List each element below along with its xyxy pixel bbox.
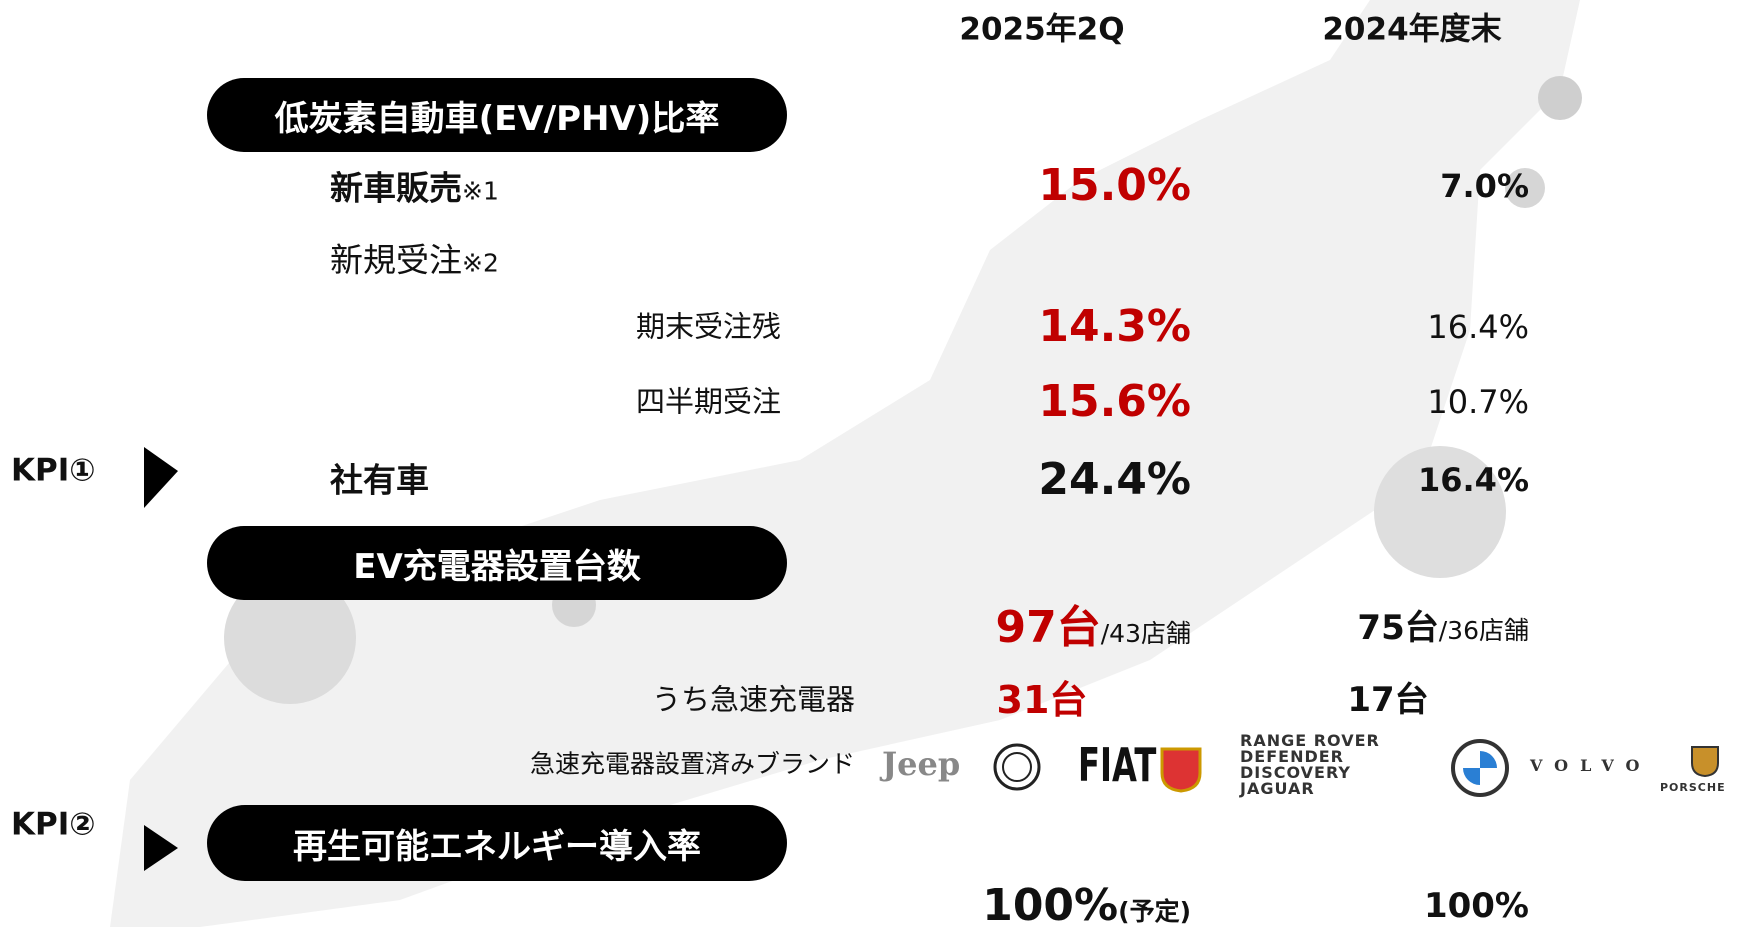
row-label: 四半期受注	[635, 384, 781, 419]
brand-logo: JAGUAR	[1240, 779, 1315, 798]
brand-logo: PORSCHE	[1660, 781, 1726, 794]
value: 100%	[1423, 886, 1529, 926]
value: 16.4%	[1427, 308, 1529, 346]
stores: /43店舗	[1100, 619, 1191, 648]
note: ※2	[462, 248, 499, 278]
count: 75台	[1357, 608, 1439, 648]
value-text: 100%	[982, 880, 1119, 931]
section-pill: 低炭素自動車(EV/PHV)比率	[207, 78, 787, 152]
row-label: 新規受注※2	[330, 244, 499, 277]
value: 16.4%	[1417, 461, 1529, 499]
row-label: 社有車	[330, 460, 429, 500]
brand-logo: FIAT	[1078, 738, 1157, 792]
brand-logo: RANGE ROVER	[1240, 731, 1380, 750]
value: 15.0%	[1038, 160, 1191, 211]
brand-logo-icon	[993, 743, 1041, 791]
brand-logo-icon	[1451, 739, 1509, 797]
note: (予定)	[1118, 897, 1191, 926]
kpi-label: KPI①	[11, 452, 96, 489]
value: 14.3%	[1038, 301, 1191, 352]
value: 24.4%	[1038, 454, 1191, 505]
kpi-label: KPI②	[11, 806, 96, 843]
section-pill: 再生可能エネルギー導入率	[207, 805, 787, 881]
value: 17台	[1347, 680, 1429, 720]
brand-logo: DEFENDER	[1240, 747, 1344, 766]
column-header: 2025年2Q	[959, 11, 1125, 48]
value: 7.0%	[1440, 167, 1529, 205]
value: 100%(予定)	[982, 884, 1191, 928]
row-label: うち急速充電器	[651, 682, 855, 717]
brand-logo-icon	[1160, 747, 1202, 793]
brand-logo-group: RANGE ROVER DEFENDER DISCOVERY JAGUAR	[1240, 733, 1380, 797]
count: 97台	[995, 602, 1101, 653]
value: 31台	[996, 678, 1088, 722]
value: 75台/36店舗	[1357, 611, 1529, 645]
brand-logo: DISCOVERY	[1240, 763, 1352, 782]
label-text: 新車販売	[330, 168, 462, 208]
row-label: 期末受注残	[635, 309, 781, 344]
column-header: 2024年度末	[1322, 11, 1502, 48]
label-text: 新規受注	[330, 240, 462, 280]
value: 15.6%	[1038, 376, 1191, 427]
section-pill: EV充電器設置台数	[207, 526, 787, 600]
brand-logo: VOLVO	[1530, 756, 1652, 775]
stores: /36店舗	[1438, 616, 1529, 645]
brand-logo-icon	[1691, 746, 1719, 777]
value: 97台/43店舗	[996, 606, 1191, 650]
row-label: 新車販売※1	[330, 172, 499, 205]
brand-logo: Jeep	[882, 745, 961, 783]
value: 10.7%	[1427, 383, 1529, 421]
row-label: 急速充電器設置済みブランド	[529, 749, 855, 779]
note: ※1	[462, 176, 499, 206]
